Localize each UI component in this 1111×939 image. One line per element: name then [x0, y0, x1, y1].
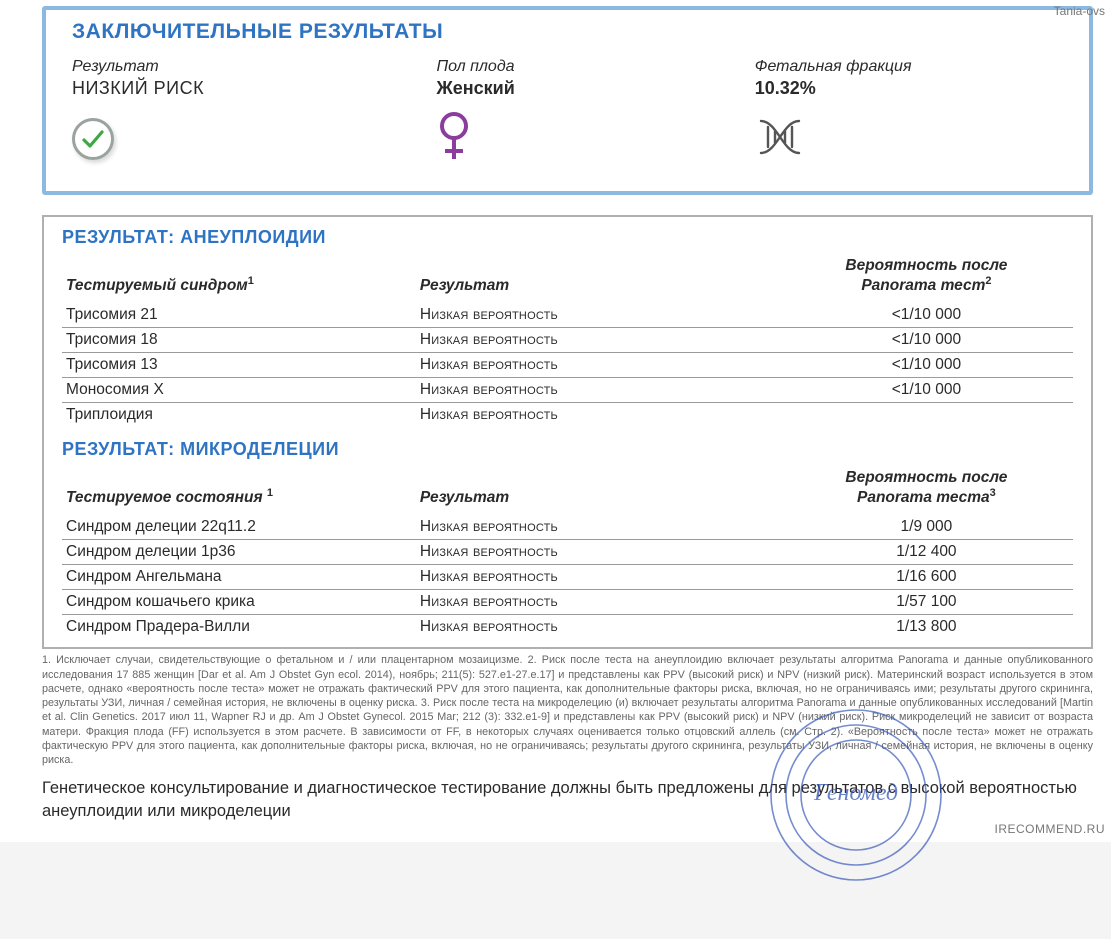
watermark-bottom: IRECOMMEND.RU	[995, 822, 1106, 836]
watermark-top: Tania-ovs	[1054, 4, 1105, 18]
female-icon	[436, 111, 472, 167]
table-row: Синдром кошачьего крикаНизкая вероятност…	[62, 590, 1073, 615]
cell-prob: <1/10 000	[780, 353, 1073, 378]
result-label: Результат	[72, 58, 426, 76]
cell-result: Низкая вероятность	[416, 540, 780, 565]
table-row: Синдром АнгельманаНизкая вероятность1/16…	[62, 565, 1073, 590]
th-state: Тестируемое состояния 1	[62, 466, 416, 515]
cell-result: Низкая вероятность	[416, 615, 780, 640]
result-value: НИЗКИЙ РИСК	[72, 78, 426, 99]
check-icon	[72, 118, 114, 160]
conclusion-box: ЗАКЛЮЧИТЕЛЬНЫЕ РЕЗУЛЬТАТЫ Результат НИЗК…	[42, 6, 1093, 195]
th-syndrome: Тестируемый синдром1	[62, 254, 416, 303]
cell-result: Низкая вероятность	[416, 353, 780, 378]
th-prob: Вероятность после Panorama теста3	[780, 466, 1073, 515]
conclusion-title: ЗАКЛЮЧИТЕЛЬНЫЕ РЕЗУЛЬТАТЫ	[72, 20, 1063, 44]
cell-syndrome: Синдром кошачьего крика	[62, 590, 416, 615]
cell-result: Низкая вероятность	[416, 378, 780, 403]
cell-prob: 1/16 600	[780, 565, 1073, 590]
cell-result: Низкая вероятность	[416, 565, 780, 590]
table-row: ТриплоидияНизкая вероятность	[62, 403, 1073, 428]
cell-syndrome: Синдром делеции 1p36	[62, 540, 416, 565]
cell-syndrome: Синдром делеции 22q11.2	[62, 515, 416, 540]
aneuploidy-table: Тестируемый синдром1 Результат Вероятнос…	[62, 254, 1073, 427]
cell-prob: 1/13 800	[780, 615, 1073, 640]
results-box: РЕЗУЛЬТАТ: АНЕУПЛОИДИИ Тестируемый синдр…	[42, 215, 1093, 649]
cell-prob: <1/10 000	[780, 303, 1073, 328]
sex-label: Пол плода	[436, 58, 744, 76]
cell-result: Низкая вероятность	[416, 590, 780, 615]
th-prob: Вероятность после Panorama тест2	[780, 254, 1073, 303]
ff-label: Фетальная фракция	[755, 58, 1063, 76]
cell-result: Низкая вероятность	[416, 303, 780, 328]
cell-prob: 1/9 000	[780, 515, 1073, 540]
fineprint: 1. Исключает случаи, свидетельствующие о…	[42, 653, 1093, 767]
microdel-title: РЕЗУЛЬТАТ: МИКРОДЕЛЕЦИИ	[62, 439, 1073, 460]
sex-value: Женский	[436, 78, 744, 99]
table-row: Моносомия XНизкая вероятность<1/10 000	[62, 378, 1073, 403]
cell-prob: 1/57 100	[780, 590, 1073, 615]
cell-result: Низкая вероятность	[416, 403, 780, 428]
microdel-table: Тестируемое состояния 1 Результат Вероят…	[62, 466, 1073, 639]
cell-syndrome: Триплоидия	[62, 403, 416, 428]
cell-result: Низкая вероятность	[416, 328, 780, 353]
th-result: Результат	[416, 466, 780, 515]
cell-prob	[780, 403, 1073, 428]
cell-syndrome: Синдром Ангельмана	[62, 565, 416, 590]
ff-value: 10.32%	[755, 78, 1063, 99]
cell-prob: <1/10 000	[780, 328, 1073, 353]
cell-result: Низкая вероятность	[416, 515, 780, 540]
cell-syndrome: Трисомия 13	[62, 353, 416, 378]
cell-syndrome: Трисомия 21	[62, 303, 416, 328]
table-row: Трисомия 21Низкая вероятность<1/10 000	[62, 303, 1073, 328]
table-row: Трисомия 13Низкая вероятность<1/10 000	[62, 353, 1073, 378]
cell-syndrome: Трисомия 18	[62, 328, 416, 353]
table-row: Синдром делеции 22q11.2Низкая вероятност…	[62, 515, 1073, 540]
table-row: Трисомия 18Низкая вероятность<1/10 000	[62, 328, 1073, 353]
cell-syndrome: Моносомия X	[62, 378, 416, 403]
table-row: Синдром делеции 1p36Низкая вероятность1/…	[62, 540, 1073, 565]
cell-prob: 1/12 400	[780, 540, 1073, 565]
table-row: Синдром Прадера-ВиллиНизкая вероятность1…	[62, 615, 1073, 640]
th-result: Результат	[416, 254, 780, 303]
dna-icon	[755, 115, 805, 163]
closing-note: Генетическое консультирование и диагност…	[42, 777, 1093, 822]
aneuploidy-title: РЕЗУЛЬТАТ: АНЕУПЛОИДИИ	[62, 227, 1073, 248]
cell-prob: <1/10 000	[780, 378, 1073, 403]
cell-syndrome: Синдром Прадера-Вилли	[62, 615, 416, 640]
